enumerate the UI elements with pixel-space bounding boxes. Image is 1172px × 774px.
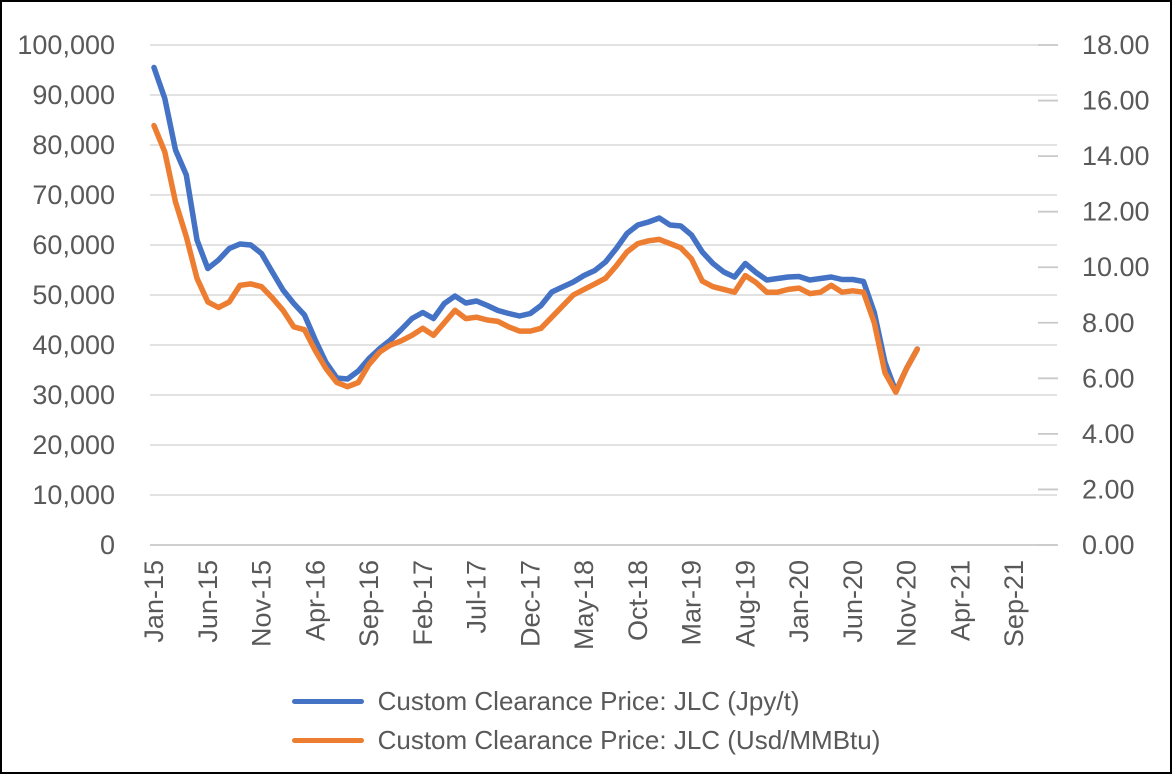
x-axis-tick-label: Dec-17 [515, 560, 545, 647]
left-axis-tick-label: 20,000 [32, 430, 115, 460]
x-axis-tick-label: Apr-21 [945, 560, 975, 641]
chart-legend: Custom Clearance Price: JLC (Jpy/t) Cust… [2, 686, 1170, 755]
legend-item-usd: Custom Clearance Price: JLC (Usd/MMBtu) [291, 725, 881, 755]
left-axis-tick-label: 30,000 [32, 380, 115, 410]
left-axis-tick-label: 10,000 [32, 480, 115, 510]
x-axis-tick-label: Jul-17 [462, 560, 492, 634]
left-axis-tick-label: 80,000 [32, 130, 115, 160]
x-axis-tick-label: Sep-21 [999, 560, 1029, 647]
x-axis-tick-label: Mar-19 [677, 560, 707, 646]
right-axis-tick-label: 8.00 [1082, 308, 1135, 338]
jpy-series-swatch-icon [291, 698, 364, 704]
right-axis-tick-label: 10.00 [1082, 252, 1150, 282]
x-axis-tick-label: May-18 [569, 560, 599, 650]
series-line-usd [151, 122, 921, 395]
right-axis-tick-label: 2.00 [1082, 474, 1135, 504]
x-axis-tick-label: Jun-15 [193, 560, 223, 643]
series-line-jpy [151, 64, 921, 395]
right-axis-tick-label: 6.00 [1082, 363, 1135, 393]
right-axis-tick-label: 18.00 [1082, 30, 1150, 60]
legend-items: Custom Clearance Price: JLC (Jpy/t) Cust… [291, 686, 881, 755]
left-axis-tick-label: 100,000 [17, 30, 115, 60]
left-axis-tick-label: 50,000 [32, 280, 115, 310]
right-axis-tick-label: 12.00 [1082, 197, 1150, 227]
chart-svg: 0 10,000 20,000 30,000 40,000 50,000 60,000 70,… [17, 30, 1150, 650]
left-axis-tick-label: 90,000 [32, 80, 115, 110]
x-axis-tick-label: Nov-20 [892, 560, 922, 647]
left-axis-tick-label: 0 [100, 530, 115, 560]
right-axis-tick-label: 14.00 [1082, 141, 1150, 171]
right-axis-tick-label: 16.00 [1082, 86, 1150, 116]
legend-item-jpy: Custom Clearance Price: JLC (Jpy/t) [291, 686, 881, 716]
x-axis-tick-label: Feb-17 [408, 560, 438, 646]
x-axis-tick-label: Apr-16 [300, 560, 330, 641]
left-axis-tick-label: 40,000 [32, 330, 115, 360]
right-axis-tick-label: 0.00 [1082, 530, 1135, 560]
x-axis-tick-label: Jan-15 [139, 560, 169, 643]
x-axis-tick-label: Oct-18 [623, 560, 653, 641]
legend-label-jpy: Custom Clearance Price: JLC (Jpy/t) [377, 686, 800, 716]
x-axis-tick-label: Jan-20 [784, 560, 814, 643]
left-axis-tick-label: 70,000 [32, 180, 115, 210]
legend-label-usd: Custom Clearance Price: JLC (Usd/MMBtu) [377, 725, 881, 755]
left-axis-tick-label: 60,000 [32, 230, 115, 260]
right-axis-tick-label: 4.00 [1082, 419, 1135, 449]
x-axis-tick-label: Aug-19 [730, 560, 760, 647]
x-axis-tick-label: Sep-16 [354, 560, 384, 647]
x-axis-tick-label: Jun-20 [838, 560, 868, 643]
x-axis-tick-label: Nov-15 [247, 560, 277, 647]
usd-series-swatch-icon [291, 737, 364, 743]
